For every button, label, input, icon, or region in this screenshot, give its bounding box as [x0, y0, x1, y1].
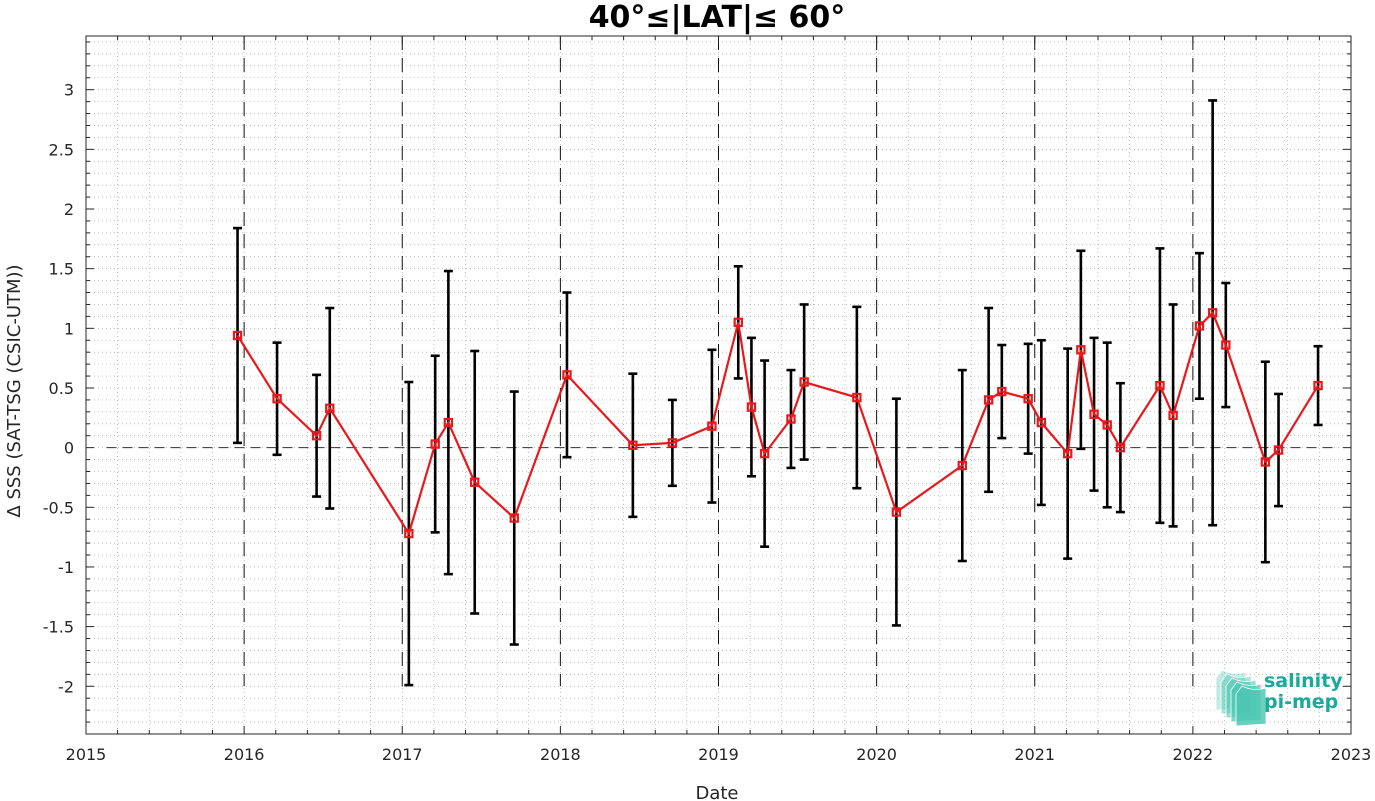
y-tick-label: -2: [58, 677, 74, 696]
data-point-marker: [1089, 409, 1099, 419]
data-point-marker: [232, 330, 243, 341]
data-point-marker: [509, 513, 519, 523]
x-tick-label: 2019: [698, 745, 739, 764]
x-tick-label: 2020: [856, 745, 897, 764]
data-point-marker: [1221, 340, 1231, 350]
data-point-marker: [1023, 394, 1033, 404]
data-point-marker: [470, 477, 480, 487]
data-point-marker: [1062, 448, 1073, 459]
data-point-marker: [1313, 380, 1323, 391]
data-point-marker: [852, 392, 862, 403]
data-point-marker: [1102, 420, 1112, 430]
y-tick-labels: 3 2.5 2 1.5 1 0.5 0 -0.5 -1 -1.5 -2: [43, 81, 74, 697]
y-tick-label: -0.5: [43, 498, 74, 517]
data-point-marker: [891, 507, 902, 517]
data-point-marker: [1260, 457, 1271, 467]
salinity-pi-mep-logo: salinity pi-mep: [1215, 669, 1343, 727]
data-point-marker: [733, 317, 743, 328]
chart-title: 40°≤|LAT|≤ 60°: [589, 0, 846, 35]
data-point-marker: [957, 460, 967, 471]
y-tick-label: 1: [64, 319, 74, 338]
data-point-marker: [1207, 308, 1218, 318]
y-tick-label: 2: [64, 200, 74, 219]
y-tick-label: 2.5: [49, 140, 74, 159]
y-tick-label: -1.5: [43, 618, 74, 637]
data-point-marker: [325, 403, 335, 413]
y-tick-label: -1: [58, 558, 74, 577]
data-point-marker: [443, 417, 454, 428]
error-bars: [233, 99, 1323, 687]
y-tick-label: 0.5: [49, 379, 74, 398]
data-point-marker: [759, 448, 770, 459]
data-point-marker: [667, 438, 678, 448]
x-tick-label: 2022: [1173, 745, 1214, 764]
series-markers: [232, 308, 1323, 539]
data-point-marker: [1155, 380, 1165, 391]
data-point-marker: [997, 386, 1007, 397]
data-point-marker: [983, 395, 994, 405]
logo-wave-layer: [1235, 685, 1267, 727]
logo-text-salinity: salinity: [1264, 670, 1343, 692]
data-point-marker: [1115, 442, 1126, 453]
series-line: [236, 310, 1319, 537]
data-point-marker: [799, 377, 809, 387]
data-point-marker: [404, 528, 414, 539]
data-point-marker: [1273, 445, 1284, 455]
data-point-marker: [1036, 417, 1047, 428]
data-point-marker: [562, 370, 572, 380]
x-axis-label: Date: [695, 783, 738, 801]
data-point-marker: [746, 402, 757, 412]
data-point-marker: [1076, 345, 1086, 355]
data-point-marker: [707, 421, 717, 431]
logo-text-pi-mep: pi-mep: [1264, 691, 1338, 713]
logo-waves-icon: [1215, 669, 1267, 727]
axis-ticks: [85, 36, 1352, 734]
x-tick-label: 2023: [1331, 745, 1372, 764]
x-tick-label: 2015: [66, 745, 107, 764]
data-point-marker: [628, 440, 638, 450]
data-point-marker: [786, 414, 796, 424]
x-tick-label: 2021: [1014, 745, 1055, 764]
x-tick-label: 2018: [540, 745, 581, 764]
y-tick-label: 0: [64, 439, 74, 458]
year-boundary-lines: [243, 36, 1194, 687]
y-tick-label: 1.5: [49, 260, 74, 279]
data-point-marker: [272, 394, 282, 404]
data-point-marker: [1168, 410, 1178, 421]
minor-grid: [85, 36, 1352, 734]
x-tick-label: 2016: [224, 745, 265, 764]
y-tick-label: 3: [64, 81, 74, 100]
x-tick-label: 2017: [382, 745, 423, 764]
x-tick-labels: 2015 2016 2017 2018 2019 2020 2021 2022 2023: [66, 745, 1372, 764]
y-axis-label: Δ SSS (SAT-TSG (CSIC-UTM)): [4, 264, 25, 517]
data-point-marker: [1194, 321, 1205, 331]
data-point-marker: [430, 439, 440, 449]
data-point-marker: [311, 431, 322, 441]
